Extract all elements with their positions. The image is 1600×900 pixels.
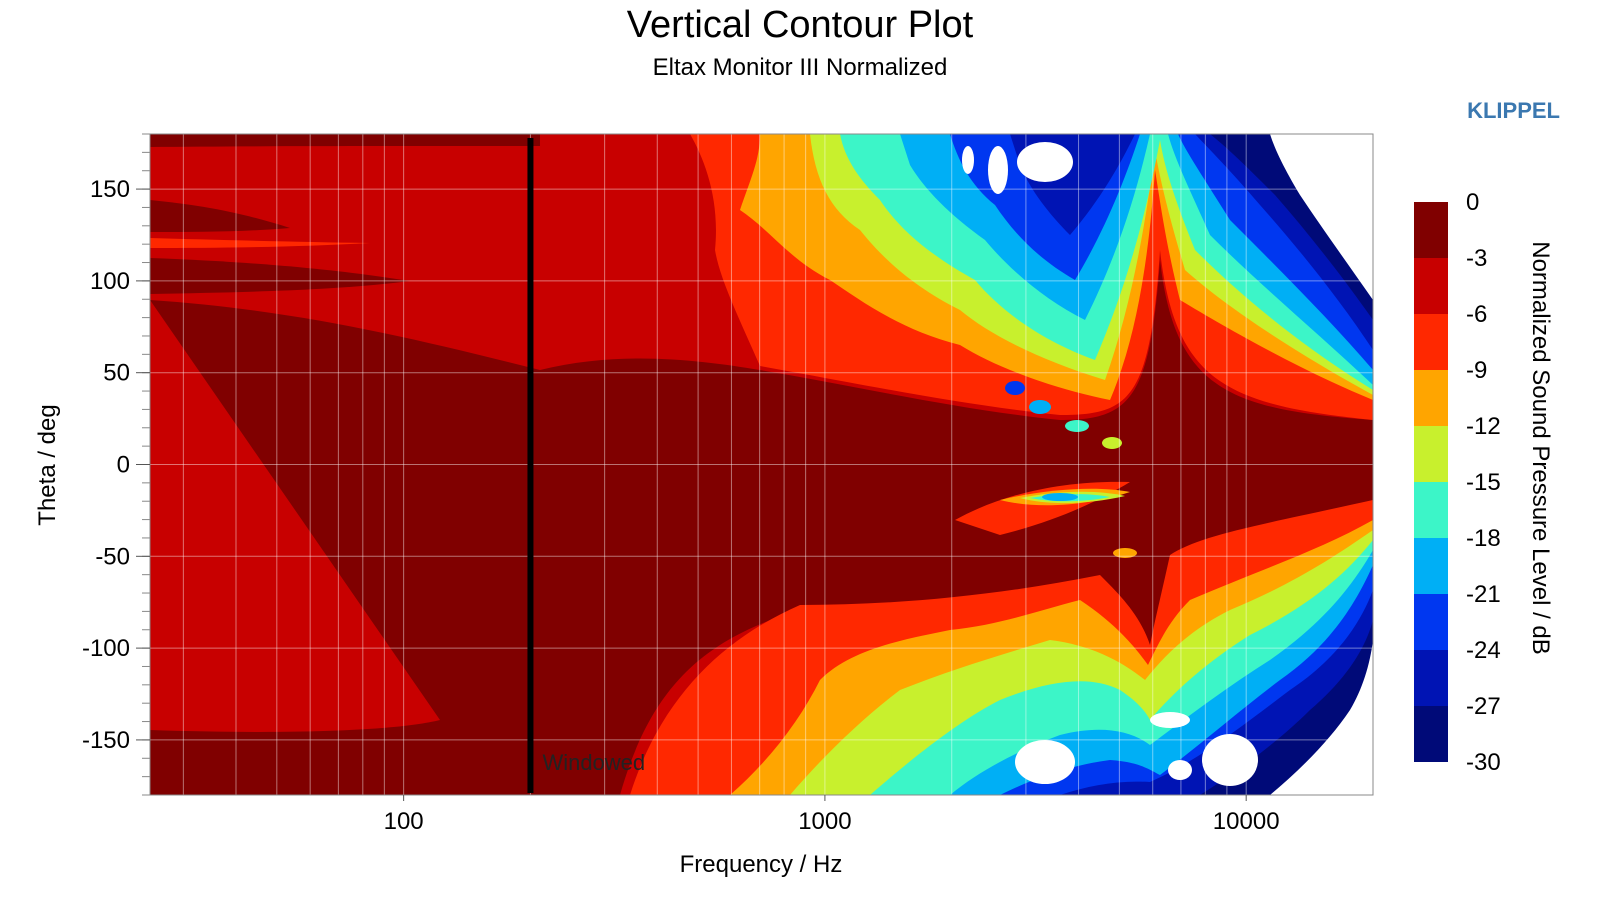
dip-island: [1005, 381, 1025, 395]
colorbar-label: Normalized Sound Pressure Level / dB: [1527, 241, 1554, 655]
brand-logo: KLIPPEL: [1467, 98, 1560, 123]
below-range-region: [1202, 734, 1258, 786]
colorbar-tick-label: -18: [1466, 525, 1501, 552]
colorbar-tick-label: -21: [1466, 581, 1501, 608]
colorbar-tick-label: -9: [1466, 357, 1487, 384]
below-range-region: [962, 146, 974, 174]
colorbar: 0 -3 -6 -9 -12 -15 -18 -21 -24 -27 -30: [1414, 189, 1501, 776]
below-range-region: [1015, 740, 1075, 784]
x-tick-label: 100: [384, 808, 424, 835]
y-tick-label: 0: [117, 452, 130, 479]
dip-island: [1029, 400, 1051, 414]
colorbar-swatch: [1414, 594, 1448, 650]
x-axis: 100 1000 10000: [384, 795, 1280, 835]
chart-title: Vertical Contour Plot: [626, 4, 974, 46]
colorbar-tick-label: -30: [1466, 749, 1501, 776]
below-range-region: [1168, 760, 1192, 780]
y-tick-label: -150: [82, 727, 130, 754]
contour-band-0-to-minus3: [150, 778, 540, 795]
y-tick-label: 100: [90, 268, 130, 295]
y-tick-label: -100: [82, 635, 130, 662]
colorbar-swatch: [1414, 538, 1448, 594]
windowed-annotation: Windowed: [542, 750, 645, 775]
dip-island: [1113, 548, 1137, 558]
below-range-region: [1150, 712, 1190, 728]
colorbar-tick-label: -24: [1466, 637, 1501, 664]
colorbar-swatch: [1414, 370, 1448, 426]
colorbar-tick-label: -3: [1466, 245, 1487, 272]
colorbar-swatch: [1414, 426, 1448, 482]
contour-band-0-to-minus3: [150, 134, 540, 147]
contour-band-0-to-minus3: [150, 200, 290, 232]
colorbar-swatch: [1414, 258, 1448, 314]
x-tick-label: 10000: [1213, 808, 1280, 835]
colorbar-swatch: [1414, 650, 1448, 706]
contour-band-0-to-minus3: [150, 260, 1373, 795]
colorbar-tick-label: -12: [1466, 413, 1501, 440]
y-axis-label: Theta / deg: [34, 404, 61, 525]
y-tick-label: -50: [95, 543, 130, 570]
y-tick-label: 50: [103, 360, 130, 387]
colorbar-tick-label: -15: [1466, 469, 1501, 496]
plot-area: [150, 134, 1373, 795]
dip-island: [1102, 437, 1122, 449]
colorbar-tick-label: -6: [1466, 301, 1487, 328]
below-range-region: [1270, 134, 1373, 300]
dip-island: [1065, 420, 1089, 432]
below-range-region: [988, 146, 1008, 194]
y-tick-label: 150: [90, 176, 130, 203]
colorbar-tick-label: -27: [1466, 693, 1501, 720]
dip-island: [1042, 493, 1078, 501]
chart-subtitle: Eltax Monitor III Normalized: [652, 54, 948, 81]
contour-band-0-to-minus3: [150, 258, 410, 294]
colorbar-tick-label: 0: [1466, 189, 1479, 216]
colorbar-swatch: [1414, 706, 1448, 762]
colorbar-swatch: [1414, 314, 1448, 370]
below-range-region: [1270, 640, 1373, 795]
below-range-region: [1017, 142, 1073, 182]
x-axis-label: Frequency / Hz: [680, 851, 843, 878]
x-tick-label: 1000: [798, 808, 851, 835]
contour-band-minus6-to-minus9: [150, 238, 370, 248]
colorbar-swatch: [1414, 202, 1448, 258]
y-axis: 150 100 50 0 -50 -100 -150: [82, 133, 150, 796]
colorbar-swatch: [1414, 482, 1448, 538]
